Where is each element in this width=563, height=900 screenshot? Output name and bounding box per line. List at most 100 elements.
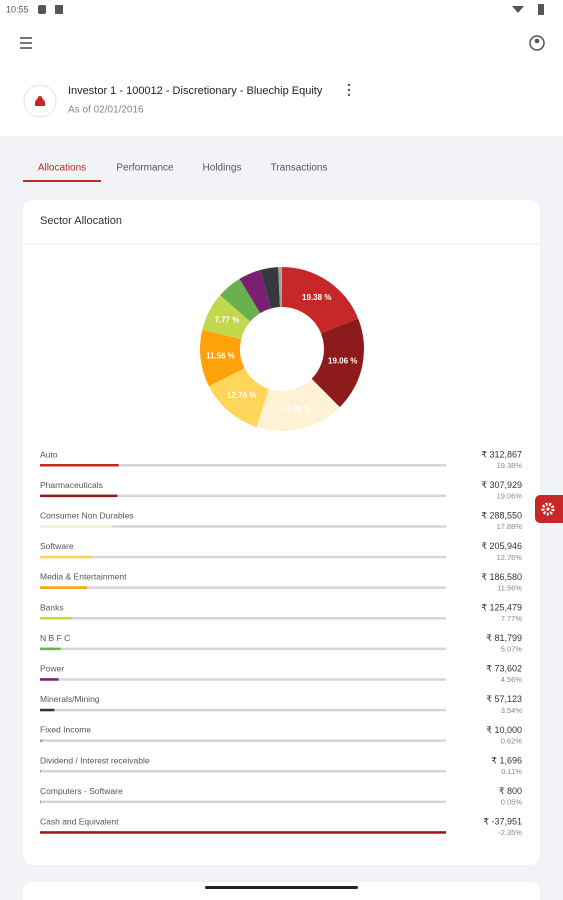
- percent: 0.05%: [501, 798, 523, 807]
- sector-name: Fixed Income: [40, 725, 91, 735]
- bar-track: [40, 708, 446, 712]
- amount: ₹ 205,946: [481, 541, 522, 551]
- donut-slice: [260, 267, 280, 309]
- amount: ₹ 186,580: [481, 572, 522, 582]
- card-title: Sector Allocation: [40, 215, 122, 227]
- percent: -2.35%: [498, 828, 522, 837]
- donut-label: 19.06 %: [328, 357, 357, 366]
- donut-label: 7.77 %: [214, 316, 239, 325]
- bar-track: [40, 678, 446, 681]
- donut-slice: [281, 267, 282, 308]
- tab-indicator: [23, 180, 101, 182]
- bar: [40, 586, 87, 589]
- sector-name: Pharmaceuticals: [40, 480, 103, 490]
- avatar-icon: [35, 96, 45, 106]
- amount: ₹ 288,550: [481, 511, 522, 521]
- percent: 19.38%: [497, 461, 523, 470]
- sector-name: Cash and Equivalent: [40, 816, 119, 826]
- donut-slice: [200, 329, 245, 387]
- bar: [40, 464, 119, 467]
- donut-slice: [256, 378, 340, 431]
- header-title: Investor 1 - 100012 - Discretionary - Bl…: [68, 85, 323, 97]
- bar: [40, 494, 118, 498]
- bar-track: [40, 464, 446, 467]
- donut-label: 12.76 %: [227, 391, 256, 400]
- sector-name: Power: [40, 663, 64, 673]
- amount: ₹ -37,951: [483, 817, 522, 827]
- amount: ₹ 312,867: [481, 449, 522, 459]
- sector-name: Media & Entertainment: [40, 572, 127, 582]
- bar: [40, 678, 59, 681]
- amount: ₹ 800: [499, 786, 522, 796]
- wifi-icon: [512, 6, 524, 13]
- sector-name: N B F C: [40, 633, 70, 643]
- amount: ₹ 125,479: [481, 602, 522, 612]
- donut-slice: [220, 278, 261, 322]
- sector-name: Minerals/Mining: [40, 694, 100, 704]
- percent: 0.11%: [501, 767, 522, 776]
- amount: ₹ 81,799: [486, 633, 522, 643]
- donut-label: 17.88 %: [282, 404, 311, 413]
- battery-icon: [538, 4, 544, 15]
- percent: 0.62%: [501, 736, 523, 745]
- next-card: [23, 882, 540, 900]
- bar: [40, 555, 92, 559]
- tab[interactable]: Performance: [116, 163, 174, 174]
- donut-slice: [278, 267, 282, 308]
- amount: ₹ 10,000: [486, 725, 522, 735]
- amount: ₹ 1,696: [491, 755, 522, 765]
- percent: 3.54%: [501, 706, 523, 715]
- bar: [40, 800, 41, 804]
- bar-track: [40, 647, 446, 651]
- percent: 17.88%: [497, 522, 523, 531]
- donut-slice: [311, 318, 364, 408]
- donut-slice: [282, 267, 359, 334]
- donut-slice: [239, 269, 271, 314]
- bar-track: [40, 494, 446, 498]
- amount: ₹ 57,123: [486, 694, 522, 704]
- status-time: 10:55: [6, 4, 29, 14]
- tab[interactable]: Transactions: [271, 163, 328, 174]
- donut-label: 19.38 %: [302, 293, 331, 302]
- percent: 12.76%: [497, 553, 523, 562]
- bar: [40, 831, 446, 834]
- sector-name: Dividend / Interest receivable: [40, 755, 150, 765]
- header-subtitle: As of 02/01/2016: [68, 105, 144, 116]
- more-button[interactable]: [347, 83, 351, 97]
- sector-name: Software: [40, 541, 74, 551]
- bar-track: [40, 617, 446, 620]
- bar-track: [40, 525, 446, 528]
- percent: 5.07%: [501, 645, 523, 654]
- percent: 19.06%: [497, 492, 523, 501]
- bar-track: [40, 800, 446, 804]
- menu-button[interactable]: [20, 37, 32, 49]
- bar: [40, 647, 61, 651]
- status-icon: [55, 5, 63, 14]
- bar-track: [40, 586, 446, 589]
- bar: [40, 525, 113, 528]
- bar-track: [40, 555, 446, 559]
- donut-slice: [202, 295, 251, 340]
- sector-name: Auto: [40, 449, 58, 459]
- sector-name: Banks: [40, 602, 64, 612]
- bar: [40, 770, 41, 773]
- tab[interactable]: Allocations: [38, 163, 86, 174]
- account-button[interactable]: [529, 35, 545, 51]
- percent: 4.56%: [501, 675, 523, 684]
- settings-button[interactable]: [535, 495, 563, 523]
- donut-slice: [208, 368, 269, 427]
- bar: [40, 617, 72, 620]
- sector-card: [23, 200, 540, 865]
- percent: 7.77%: [501, 614, 523, 623]
- nav-handle: [205, 886, 358, 889]
- bar: [40, 739, 43, 742]
- tab[interactable]: Holdings: [203, 163, 242, 174]
- amount: ₹ 307,929: [481, 480, 522, 490]
- bar: [40, 708, 55, 712]
- donut-label: 11.56 %: [206, 351, 235, 360]
- sector-name: Consumer Non Durables: [40, 510, 134, 520]
- amount: ₹ 73,602: [486, 664, 522, 674]
- bar-track: [40, 770, 446, 773]
